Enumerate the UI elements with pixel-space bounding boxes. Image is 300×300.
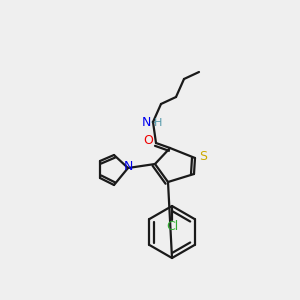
- Text: S: S: [199, 149, 207, 163]
- Text: Cl: Cl: [166, 220, 178, 232]
- Text: H: H: [154, 118, 162, 128]
- Text: N: N: [141, 116, 151, 128]
- Text: O: O: [143, 134, 153, 148]
- Text: N: N: [123, 160, 133, 173]
